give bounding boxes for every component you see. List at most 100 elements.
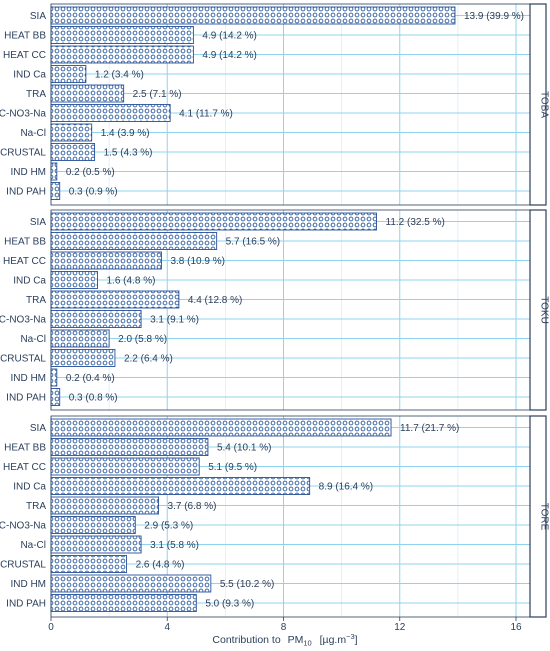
bar-toba-tra (50, 84, 125, 103)
bar-toku-tra (50, 290, 180, 309)
bar-tore-heat-bb (50, 438, 209, 456)
facet-label-toku: TOKU (539, 296, 550, 324)
data-label: 3.1 (9.1 %) (150, 315, 199, 326)
frames: TOBA TOKU TORE (50, 3, 550, 618)
data-label: 1.5 (4.3 %) (104, 148, 153, 159)
data-label: 3.1 (5.8 %) (150, 540, 199, 551)
bar-toku-heat-cc (50, 251, 162, 270)
bar-tore-ind-hm (50, 574, 212, 593)
category-label: C-NO3-Na (0, 521, 46, 532)
data-label: 2.9 (5.3 %) (144, 521, 193, 532)
category-label: SIA (30, 11, 46, 22)
category-label: IND Ca (13, 276, 46, 287)
category-label: TRA (26, 295, 46, 306)
data-label: 4.4 (12.8 %) (188, 295, 242, 306)
facet-strip (529, 3, 547, 206)
category-label: IND PAH (6, 599, 46, 610)
facet-label-toba: TOBA (539, 91, 550, 118)
category-label: C-NO3-Na (0, 109, 46, 120)
data-label: 5.0 (9.3 %) (205, 599, 254, 610)
data-label: 0.2 (0.5 %) (66, 167, 115, 178)
data-label: 13.9 (39.9 %) (464, 11, 524, 22)
category-label: Na-Cl (20, 128, 46, 139)
x-tick-label: 8 (281, 622, 287, 633)
data-label: 0.3 (0.9 %) (69, 187, 118, 198)
data-label: 4.9 (14.2 %) (202, 50, 256, 61)
bar-toku-c-no3-na (50, 310, 142, 328)
bar-toba-sia (50, 6, 456, 25)
category-label: HEAT CC (3, 256, 46, 267)
facet-strip (529, 209, 547, 411)
category-label: HEAT CC (3, 462, 46, 473)
data-label: 5.1 (9.5 %) (208, 462, 257, 473)
facet-strip (529, 415, 547, 618)
bar-tore-ind-pah (50, 594, 197, 612)
bar-toba-ind-hm (50, 162, 58, 181)
bars (50, 6, 456, 612)
x-tick-label: 12 (394, 622, 406, 633)
bar-toku-sia (50, 212, 377, 231)
category-label: IND HM (10, 373, 46, 384)
labels: SIA 13.9 (39.9 %) HEAT BB 4.9 (14.2 %) HEAT … (0, 11, 524, 610)
category-label: CRUSTAL (0, 354, 46, 365)
bar-toba-c-no3-na (50, 104, 171, 122)
bar-toku-ind-pah (50, 388, 61, 406)
data-label: 5.7 (16.5 %) (226, 237, 280, 248)
category-label: IND HM (10, 579, 46, 590)
x-tick-label: 0 (48, 622, 54, 633)
data-label: 3.8 (10.9 %) (170, 256, 224, 267)
bar-tore-sia (50, 418, 392, 437)
bar-tore-c-no3-na (50, 516, 136, 534)
bar-toku-na-cl (50, 329, 110, 348)
facet-label-tore: TORE (539, 503, 550, 531)
bar-toba-crustal (50, 143, 96, 161)
x-axis: 0 4 8 12 16 (48, 617, 522, 633)
bar-toku-ind-hm (50, 368, 58, 387)
category-label: CRUSTAL (0, 560, 46, 571)
category-label: IND PAH (6, 393, 46, 404)
bar-toku-crustal (50, 349, 116, 367)
x-tick-label: 16 (510, 622, 522, 633)
data-label: 2.6 (4.8 %) (136, 560, 185, 571)
category-label: HEAT BB (4, 443, 46, 454)
category-label: TRA (26, 89, 46, 100)
data-label: 0.3 (0.8 %) (69, 393, 118, 404)
data-label: 2.0 (5.8 %) (118, 334, 167, 345)
category-label: SIA (30, 217, 46, 228)
data-label: 2.5 (7.1 %) (133, 89, 182, 100)
data-label: 11.2 (32.5 %) (386, 217, 445, 228)
data-label: 4.9 (14.2 %) (202, 31, 256, 42)
bar-tore-crustal (50, 555, 128, 573)
category-label: C-NO3-Na (0, 315, 46, 326)
category-label: IND HM (10, 167, 46, 178)
x-axis-title: Contribution to PM10 [µg.m−3] (212, 632, 357, 649)
data-label: 3.7 (6.8 %) (168, 501, 217, 512)
category-label: HEAT BB (4, 237, 46, 248)
category-label: TRA (26, 501, 46, 512)
bar-toku-ind-ca (50, 271, 98, 289)
bar-tore-na-cl (50, 535, 142, 554)
bar-tore-heat-cc (50, 457, 200, 476)
data-label: 8.9 (16.4 %) (319, 482, 373, 493)
bar-toba-na-cl (50, 123, 93, 142)
data-label: 5.4 (10.1 %) (217, 443, 271, 454)
bar-toba-ind-ca (50, 65, 87, 83)
category-label: SIA (30, 423, 46, 434)
data-label: 1.2 (3.4 %) (95, 70, 144, 81)
category-label: IND Ca (13, 482, 46, 493)
bar-toba-heat-cc (50, 45, 194, 64)
category-label: Na-Cl (20, 334, 46, 345)
data-label: 1.4 (3.9 %) (101, 128, 150, 139)
category-label: IND Ca (13, 70, 46, 81)
data-label: 5.5 (10.2 %) (220, 579, 274, 590)
bar-toku-heat-bb (50, 232, 218, 250)
bar-tore-tra (50, 496, 159, 515)
data-label: 4.1 (11.7 %) (179, 109, 233, 120)
category-label: CRUSTAL (0, 148, 46, 159)
bar-tore-ind-ca (50, 477, 311, 495)
category-label: HEAT BB (4, 31, 46, 42)
data-label: 11.7 (21.7 %) (400, 423, 459, 434)
bar-toba-heat-bb (50, 26, 194, 44)
category-label: IND PAH (6, 187, 46, 198)
